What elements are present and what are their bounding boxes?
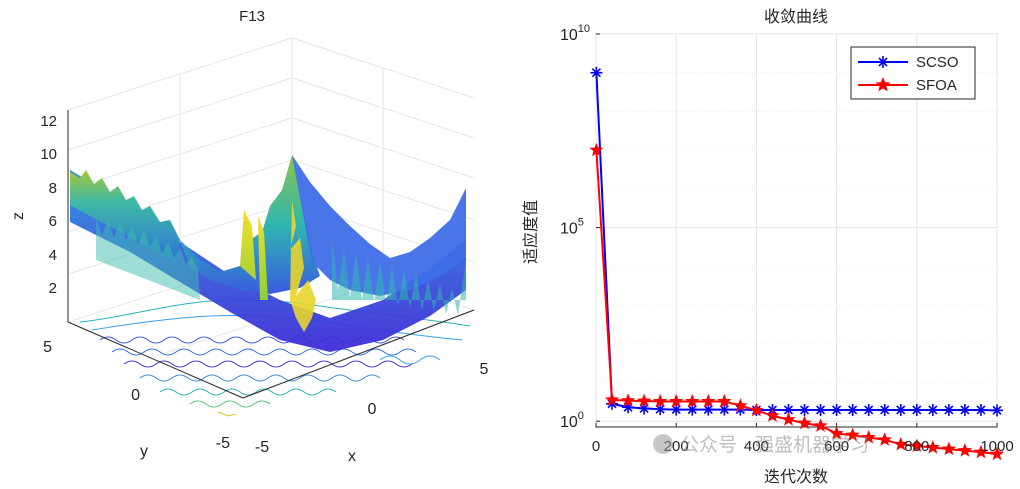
convergence-series — [589, 66, 1005, 461]
watermark: 公众号 · 强盛机器学习 — [653, 434, 869, 456]
watermark-text: 公众号 · 强盛机器学习 — [680, 434, 869, 456]
legend: SCSO SFOA — [850, 46, 976, 100]
y-tick-label: 0 — [131, 387, 140, 404]
data-point — [589, 142, 604, 157]
data-point — [653, 393, 668, 408]
data-point — [991, 404, 1003, 417]
data-point — [942, 403, 955, 416]
convergence-title: 收敛曲线 — [764, 7, 828, 26]
data-point — [781, 412, 796, 426]
data-point — [846, 403, 859, 416]
data-point — [798, 403, 811, 416]
surface-axes — [67, 110, 475, 399]
convergence-x-axis-label: 迭代次数 — [764, 467, 828, 486]
y-tick-label: 105 — [560, 217, 584, 238]
x-tick-label: 0 — [368, 401, 377, 418]
data-point — [877, 432, 892, 446]
data-point — [925, 440, 940, 454]
data-point — [717, 393, 732, 408]
data-point — [830, 403, 843, 416]
legend-label-sfoa: SFOA — [916, 77, 957, 94]
data-point — [909, 438, 924, 452]
x-tick-label: 400 — [744, 438, 769, 455]
data-point — [894, 403, 907, 416]
data-point — [733, 398, 748, 412]
data-point — [669, 393, 684, 408]
z-ticks: 12 10 8 6 4 2 — [40, 113, 57, 297]
x-tick-label: 5 — [480, 361, 489, 378]
data-point — [989, 446, 1005, 461]
z-axis-label: z — [10, 212, 27, 220]
legend-marker-scso — [877, 56, 889, 68]
z-tick-label: 6 — [49, 213, 57, 230]
data-point — [797, 415, 812, 430]
x-tick-label: 0 — [592, 438, 600, 455]
surface-title: F13 — [239, 8, 265, 25]
data-point — [926, 403, 939, 416]
y-tick-label: 100 — [560, 410, 584, 431]
y-tick-label: -5 — [216, 435, 230, 452]
data-point — [765, 408, 780, 422]
x-axis-label: x — [348, 448, 356, 465]
z-tick-label: 2 — [49, 280, 57, 297]
data-point — [686, 403, 699, 416]
data-point — [878, 403, 891, 416]
x-tick-label: -5 — [255, 439, 269, 456]
data-point — [829, 426, 844, 440]
y-axis-label: y — [140, 443, 148, 460]
data-point — [941, 441, 956, 456]
data-point — [974, 403, 987, 416]
surface-mesh — [70, 155, 466, 352]
data-point — [845, 427, 860, 442]
y-tick-label: 5 — [43, 339, 52, 356]
data-point — [718, 403, 731, 416]
data-point — [861, 430, 876, 444]
convergence-y-axis-label: 适应度值 — [521, 200, 540, 264]
y-tick-label: 1010 — [560, 23, 590, 44]
data-point — [637, 393, 652, 408]
z-tick-label: 12 — [40, 113, 57, 130]
x-tick-label: 1000 — [980, 438, 1013, 455]
data-point — [973, 444, 989, 459]
x-tick-label: 600 — [824, 438, 849, 455]
data-point — [701, 393, 716, 408]
data-point — [957, 443, 973, 457]
z-tick-label: 10 — [40, 146, 57, 163]
data-point — [685, 393, 700, 408]
data-point — [670, 403, 683, 416]
data-point — [620, 393, 636, 407]
data-point — [702, 403, 715, 416]
data-point — [604, 392, 620, 406]
data-point — [590, 66, 603, 79]
surface-plot: F13 — [10, 8, 489, 465]
data-point — [862, 403, 875, 416]
data-point — [749, 402, 764, 417]
x-tick-label: 800 — [904, 438, 929, 455]
z-tick-label: 4 — [49, 247, 57, 264]
data-point — [813, 418, 828, 432]
data-point — [893, 436, 908, 451]
wechat-icon — [653, 434, 673, 454]
data-point — [654, 403, 667, 416]
z-tick-label: 8 — [49, 180, 57, 197]
data-point — [814, 403, 827, 416]
legend-marker-sfoa — [875, 77, 891, 92]
legend-box — [850, 46, 976, 100]
data-point — [958, 403, 971, 416]
data-point — [910, 403, 923, 416]
legend-label-scso: SCSO — [916, 54, 959, 71]
